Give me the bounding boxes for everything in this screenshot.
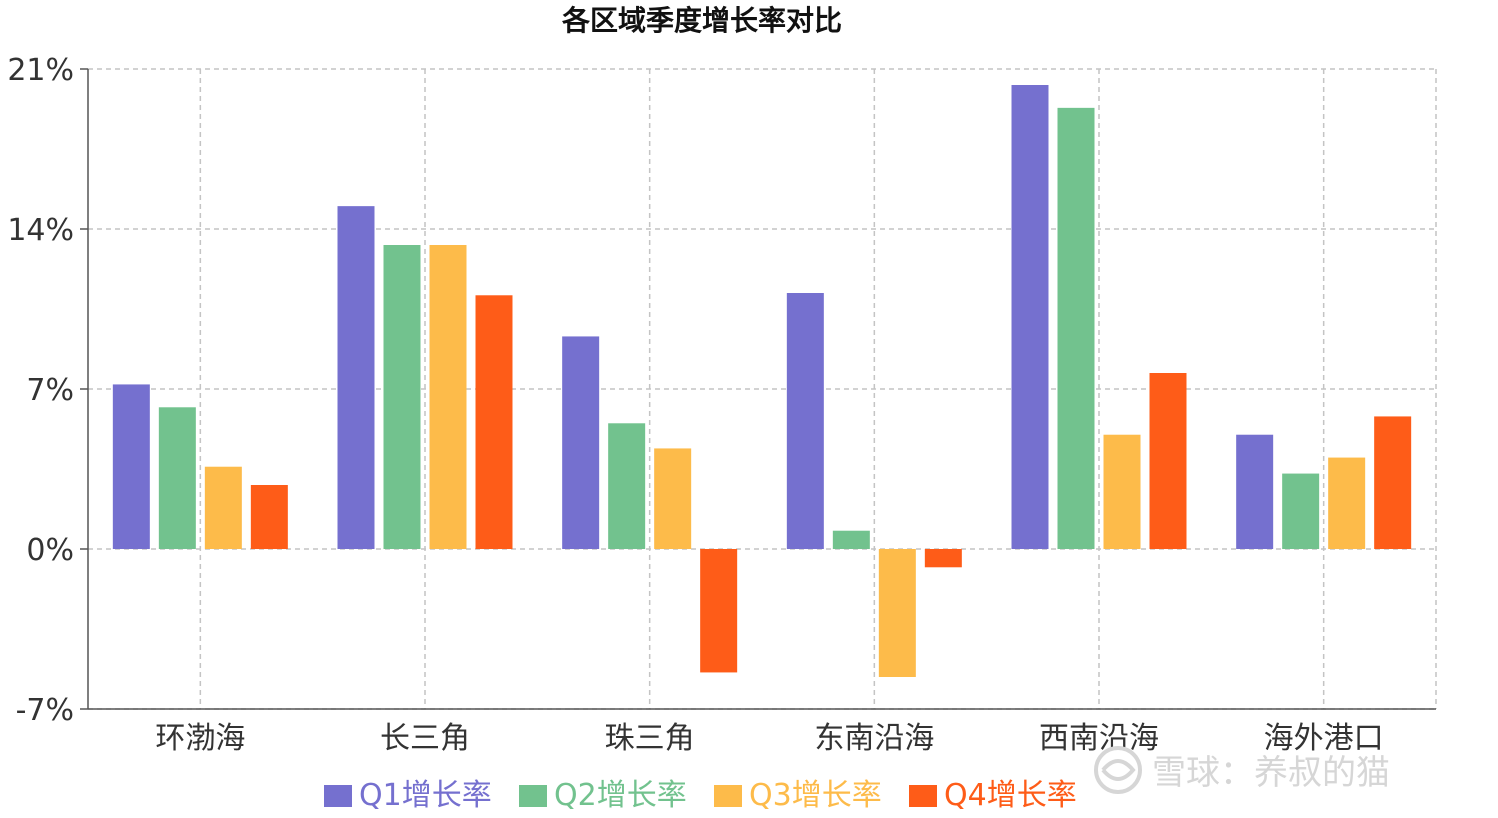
legend-label[interactable]: Q3增长率: [749, 778, 882, 813]
bar-4-4: [924, 549, 962, 568]
y-tick-label: 7%: [26, 373, 74, 408]
y-tick-label: 21%: [7, 53, 74, 88]
bar-3-2: [429, 245, 467, 549]
bar-1-4: [786, 293, 824, 549]
x-axis-labels: 环渤海 长三角 珠三角 东南沿海 西南沿海 海外港口: [155, 721, 1383, 756]
bar-2-3: [608, 423, 646, 549]
bar-2-1: [158, 407, 196, 549]
axes: [80, 68, 1436, 710]
bar-4-6: [1374, 416, 1412, 549]
legend[interactable]: Q1增长率 Q2增长率 Q3增长率 Q4增长率: [324, 778, 1077, 813]
x-tick-label: 海外港口: [1264, 721, 1384, 756]
y-axis-labels: 21% 14% 7% 0% -7%: [7, 53, 74, 728]
watermark: 雪球：养叔的猫: [1094, 746, 1390, 794]
bar-2-6: [1282, 473, 1320, 549]
bar-1-5: [1011, 85, 1049, 549]
bar-1-3: [562, 336, 600, 549]
x-tick-label: 环渤海: [155, 721, 245, 756]
bar-3-1: [204, 466, 242, 549]
bar-1-6: [1236, 434, 1274, 549]
legend-swatch[interactable]: [909, 785, 937, 807]
bar-3-6: [1328, 457, 1366, 549]
y-tick-label: 14%: [7, 213, 74, 248]
x-tick-label: 西南沿海: [1039, 721, 1159, 756]
y-tick-label: 0%: [26, 533, 74, 568]
bars: [112, 85, 1412, 677]
bar-2-4: [832, 530, 870, 549]
bar-1-1: [112, 384, 150, 549]
bar-3-3: [654, 448, 692, 549]
watermark-text: 雪球：养叔的猫: [1152, 753, 1390, 793]
bar-4-2: [475, 295, 513, 549]
bar-4-1: [250, 485, 288, 549]
chart-title: 各区域季度增长率对比: [561, 4, 842, 37]
legend-swatch[interactable]: [714, 785, 742, 807]
legend-swatch[interactable]: [519, 785, 547, 807]
legend-label[interactable]: Q2增长率: [554, 778, 687, 813]
bar-2-2: [383, 245, 421, 549]
y-tick-label: -7%: [16, 693, 74, 728]
x-tick-label: 东南沿海: [814, 721, 934, 756]
bar-2-5: [1057, 107, 1095, 549]
snowball-logo-icon: [1094, 746, 1142, 794]
bar-3-5: [1103, 434, 1141, 549]
x-tick-label: 珠三角: [605, 721, 695, 756]
bar-4-3: [700, 549, 738, 673]
legend-label[interactable]: Q4增长率: [944, 778, 1077, 813]
bar-1-2: [337, 206, 375, 549]
legend-label[interactable]: Q1增长率: [359, 778, 492, 813]
grid: [88, 68, 1437, 710]
bar-3-4: [878, 549, 916, 677]
x-tick-label: 长三角: [380, 721, 470, 756]
legend-swatch[interactable]: [324, 785, 352, 807]
bar-4-5: [1149, 373, 1187, 549]
